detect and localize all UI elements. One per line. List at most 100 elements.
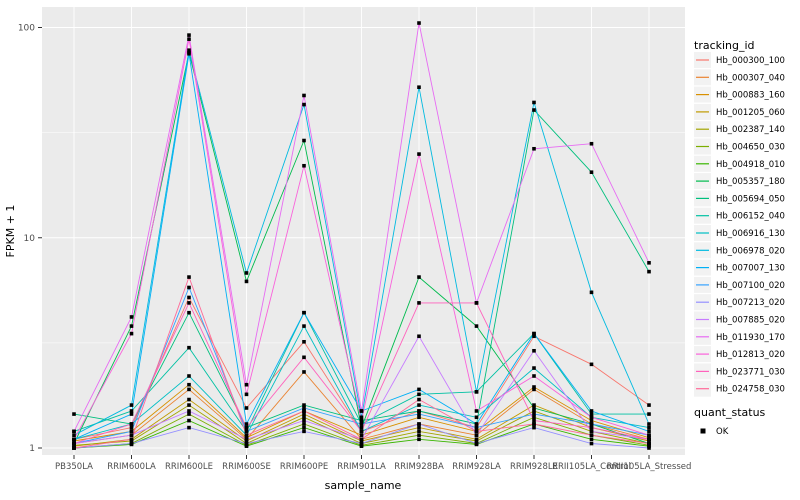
data-point (72, 412, 76, 416)
data-point (129, 437, 134, 442)
data-point (532, 108, 536, 112)
legend-label: Hb_023771_030 (716, 367, 785, 377)
legend-label: Hb_005694_050 (716, 194, 785, 204)
data-point (647, 412, 651, 416)
data-point (359, 441, 364, 446)
data-point (532, 425, 536, 430)
legend-label: Hb_007885_020 (716, 316, 785, 326)
x-tick-label: RRIM600LE (165, 462, 213, 472)
data-point (359, 418, 364, 423)
data-point (532, 348, 536, 353)
data-point (302, 415, 306, 420)
legend-label: Hb_001205_060 (716, 108, 785, 118)
data-point (302, 370, 306, 374)
legend-label: Hb_006152_040 (716, 212, 785, 222)
data-point (187, 387, 191, 392)
x-tick-labels: PB350LA RRIM600LA RRIM600LE RRIM600SE RRIM60… (55, 462, 691, 472)
data-point (244, 429, 249, 434)
data-point (244, 437, 249, 442)
panel-background (42, 7, 685, 455)
data-point (417, 403, 421, 407)
data-point (417, 397, 421, 402)
data-point (417, 415, 421, 420)
data-point (589, 418, 594, 423)
data-point (129, 315, 134, 319)
data-point (302, 422, 306, 426)
data-point (647, 437, 651, 442)
data-point (187, 37, 191, 41)
y-tick-labels: 1 10 100 (18, 24, 35, 455)
data-point (532, 412, 536, 416)
data-point (417, 412, 421, 416)
data-point (647, 433, 651, 438)
data-point (532, 406, 536, 410)
data-point (589, 412, 594, 416)
data-point (359, 433, 364, 438)
x-tick-label: RRIM600SE (222, 462, 271, 472)
legend-label: OK (716, 427, 729, 437)
data-point (474, 429, 479, 434)
data-point (72, 441, 76, 446)
data-point (417, 387, 421, 392)
legend-tracking-id: Hb_000300_100 Hb_000307_040 Hb_000883_160 H… (694, 52, 785, 397)
legend-label: Hb_000300_100 (716, 56, 785, 66)
gridlines (42, 7, 685, 455)
data-point (589, 362, 594, 367)
x-tick-label: PB350LA (55, 462, 93, 472)
data-point (187, 295, 191, 300)
data-point (129, 331, 134, 336)
data-point (417, 21, 421, 25)
data-point (187, 418, 191, 423)
data-point (244, 433, 249, 438)
data-point (244, 406, 249, 410)
data-point (417, 392, 421, 397)
data-point (359, 437, 364, 442)
data-point (474, 422, 479, 426)
data-point (129, 324, 134, 328)
data-point (417, 301, 421, 305)
data-point (647, 441, 651, 446)
x-tick-label: RRIM600PE (280, 462, 328, 472)
axis-ticks (38, 27, 650, 459)
data-point (474, 324, 479, 328)
data-point (359, 415, 364, 420)
data-point (589, 141, 594, 146)
data-point (647, 444, 651, 448)
data-point (532, 418, 536, 423)
legend-label: Hb_011930_170 (716, 333, 785, 343)
data-point (187, 275, 191, 279)
legend-title-quant-status: quant_status (694, 406, 766, 419)
data-point (589, 415, 594, 420)
data-point (187, 374, 191, 378)
x-tick-label: RRIM928LA (452, 462, 501, 472)
data-point (589, 170, 594, 175)
data-point (359, 429, 364, 434)
data-point (647, 446, 651, 450)
data-point (302, 93, 306, 98)
x-tick-label: RRIM901LA (337, 462, 386, 472)
legend-label: Hb_000883_160 (716, 91, 785, 101)
legend-label: Hb_005357_180 (716, 177, 785, 187)
data-point (187, 409, 191, 413)
legend-label: Hb_000307_040 (716, 73, 785, 83)
data-point (359, 425, 364, 430)
data-point (532, 409, 536, 413)
data-point (417, 429, 421, 434)
data-point (474, 415, 479, 420)
data-point (302, 339, 306, 344)
data-point (647, 261, 651, 265)
data-point (589, 290, 594, 295)
data-point (647, 403, 651, 407)
data-point (589, 437, 594, 442)
data-point (647, 425, 651, 430)
data-point (302, 355, 306, 360)
data-point (244, 382, 249, 387)
data-point (589, 422, 594, 426)
data-point (532, 334, 536, 339)
data-point (187, 33, 191, 37)
legend-title-tracking-id: tracking_id (694, 39, 755, 52)
data-point (129, 433, 134, 438)
data-point (302, 409, 306, 413)
